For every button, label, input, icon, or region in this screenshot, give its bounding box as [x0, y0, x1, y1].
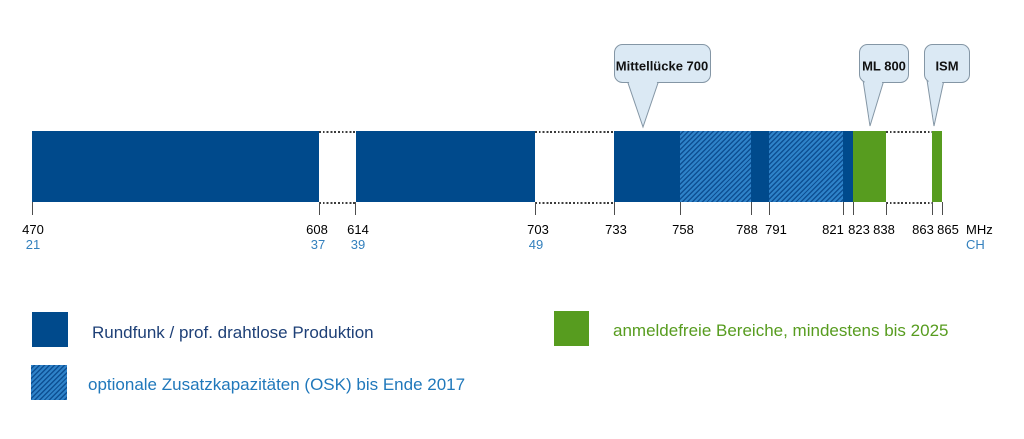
svg-text:Mittellücke 700: Mittellücke 700	[616, 59, 709, 74]
svg-text:ISM: ISM	[935, 59, 958, 74]
svg-text:ML 800: ML 800	[862, 59, 906, 74]
